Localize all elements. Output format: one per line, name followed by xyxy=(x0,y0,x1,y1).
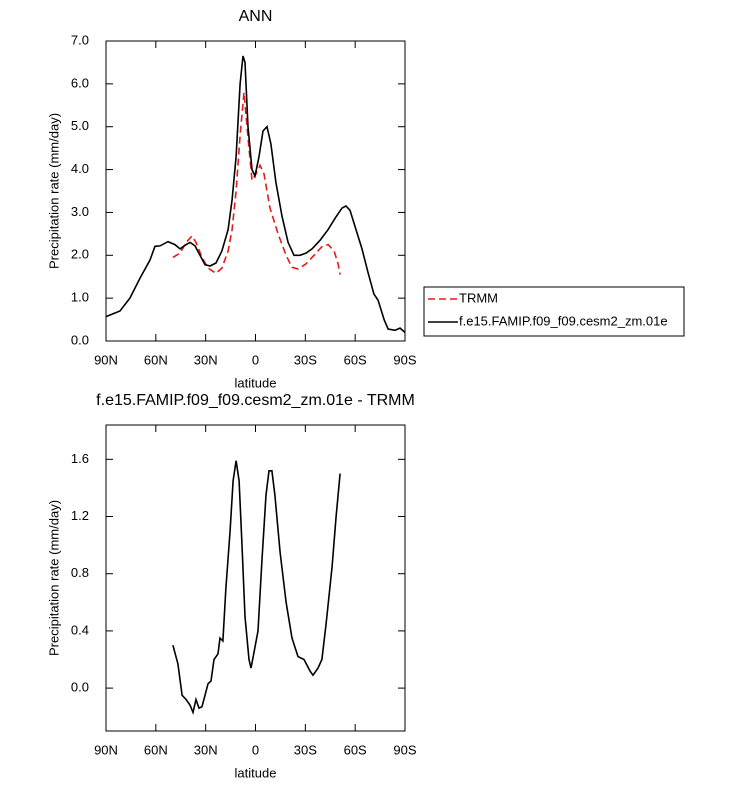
plot-frame xyxy=(105,40,406,342)
x-tick-label: 30S xyxy=(294,742,317,757)
y-tick-label: 1.0 xyxy=(71,290,89,305)
y-tick-label: 1.2 xyxy=(71,508,89,523)
y-tick-label: 0.0 xyxy=(71,332,89,347)
x-tick-label: 90N xyxy=(94,742,118,757)
y-axis-label: Precipitation rate (mm/day) xyxy=(46,500,61,656)
x-tick-label: 90S xyxy=(393,742,416,757)
y-tick-label: 7.0 xyxy=(71,32,89,47)
x-tick-label: 30N xyxy=(194,352,218,367)
x-tick-label: 0 xyxy=(252,742,259,757)
plot-frame xyxy=(105,424,406,732)
y-tick-label: 2.0 xyxy=(71,247,89,262)
y-tick-label: 1.6 xyxy=(71,451,89,466)
y-tick-label: 4.0 xyxy=(71,161,89,176)
x-tick-label: 90N xyxy=(94,352,118,367)
legend-box xyxy=(423,286,685,337)
y-tick-label: 3.0 xyxy=(71,204,89,219)
data-line xyxy=(172,92,341,275)
y-tick-label: 5.0 xyxy=(71,118,89,133)
data-line xyxy=(105,55,406,334)
chart-title: ANN xyxy=(239,8,273,25)
y-axis-label: Precipitation rate (mm/day) xyxy=(46,113,61,269)
y-tick-label: 0.0 xyxy=(71,680,89,695)
chart-title: f.e15.FAMIP.f09_f09.cesm2_zm.01e - TRMM xyxy=(96,392,415,409)
x-tick-label: 90S xyxy=(393,352,416,367)
x-tick-label: 60S xyxy=(344,742,367,757)
x-tick-label: 30N xyxy=(194,742,218,757)
x-tick-label: 0 xyxy=(252,352,259,367)
x-axis-label: latitude xyxy=(235,765,277,780)
x-axis-label: latitude xyxy=(235,375,277,390)
x-tick-label: 30S xyxy=(294,352,317,367)
x-tick-label: 60N xyxy=(144,352,168,367)
x-tick-label: 60N xyxy=(144,742,168,757)
y-tick-label: 6.0 xyxy=(71,75,89,90)
data-line xyxy=(172,460,341,716)
y-tick-label: 0.4 xyxy=(71,622,89,637)
y-tick-label: 0.8 xyxy=(71,565,89,580)
legend-label: TRMM xyxy=(459,290,498,305)
legend-label: f.e15.FAMIP.f09_f09.cesm2_zm.01e xyxy=(459,313,668,328)
x-tick-label: 60S xyxy=(344,352,367,367)
